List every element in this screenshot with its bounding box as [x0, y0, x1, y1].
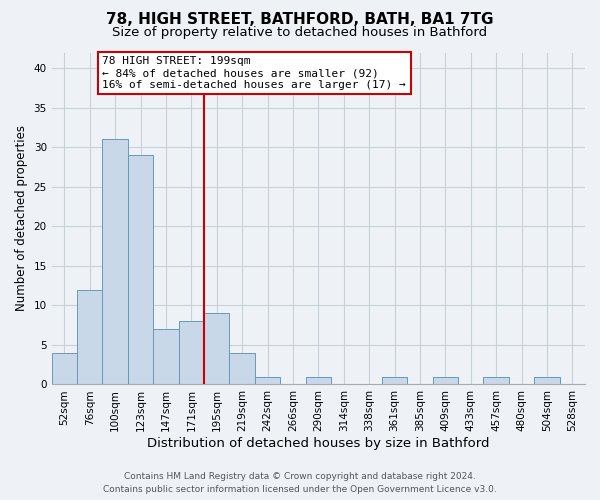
Bar — [255, 376, 280, 384]
Bar — [229, 353, 255, 384]
Bar — [305, 376, 331, 384]
Bar — [484, 376, 509, 384]
X-axis label: Distribution of detached houses by size in Bathford: Distribution of detached houses by size … — [147, 437, 490, 450]
Y-axis label: Number of detached properties: Number of detached properties — [15, 126, 28, 312]
Bar — [52, 353, 77, 384]
Bar — [128, 155, 153, 384]
Bar — [77, 290, 103, 384]
Text: 78, HIGH STREET, BATHFORD, BATH, BA1 7TG: 78, HIGH STREET, BATHFORD, BATH, BA1 7TG — [106, 12, 494, 28]
Bar — [382, 376, 407, 384]
Bar — [433, 376, 458, 384]
Bar — [534, 376, 560, 384]
Text: 78 HIGH STREET: 199sqm
← 84% of detached houses are smaller (92)
16% of semi-det: 78 HIGH STREET: 199sqm ← 84% of detached… — [103, 56, 406, 90]
Text: Size of property relative to detached houses in Bathford: Size of property relative to detached ho… — [112, 26, 488, 39]
Text: Contains HM Land Registry data © Crown copyright and database right 2024.
Contai: Contains HM Land Registry data © Crown c… — [103, 472, 497, 494]
Bar — [153, 329, 179, 384]
Bar — [103, 140, 128, 384]
Bar — [204, 314, 229, 384]
Bar — [179, 321, 204, 384]
